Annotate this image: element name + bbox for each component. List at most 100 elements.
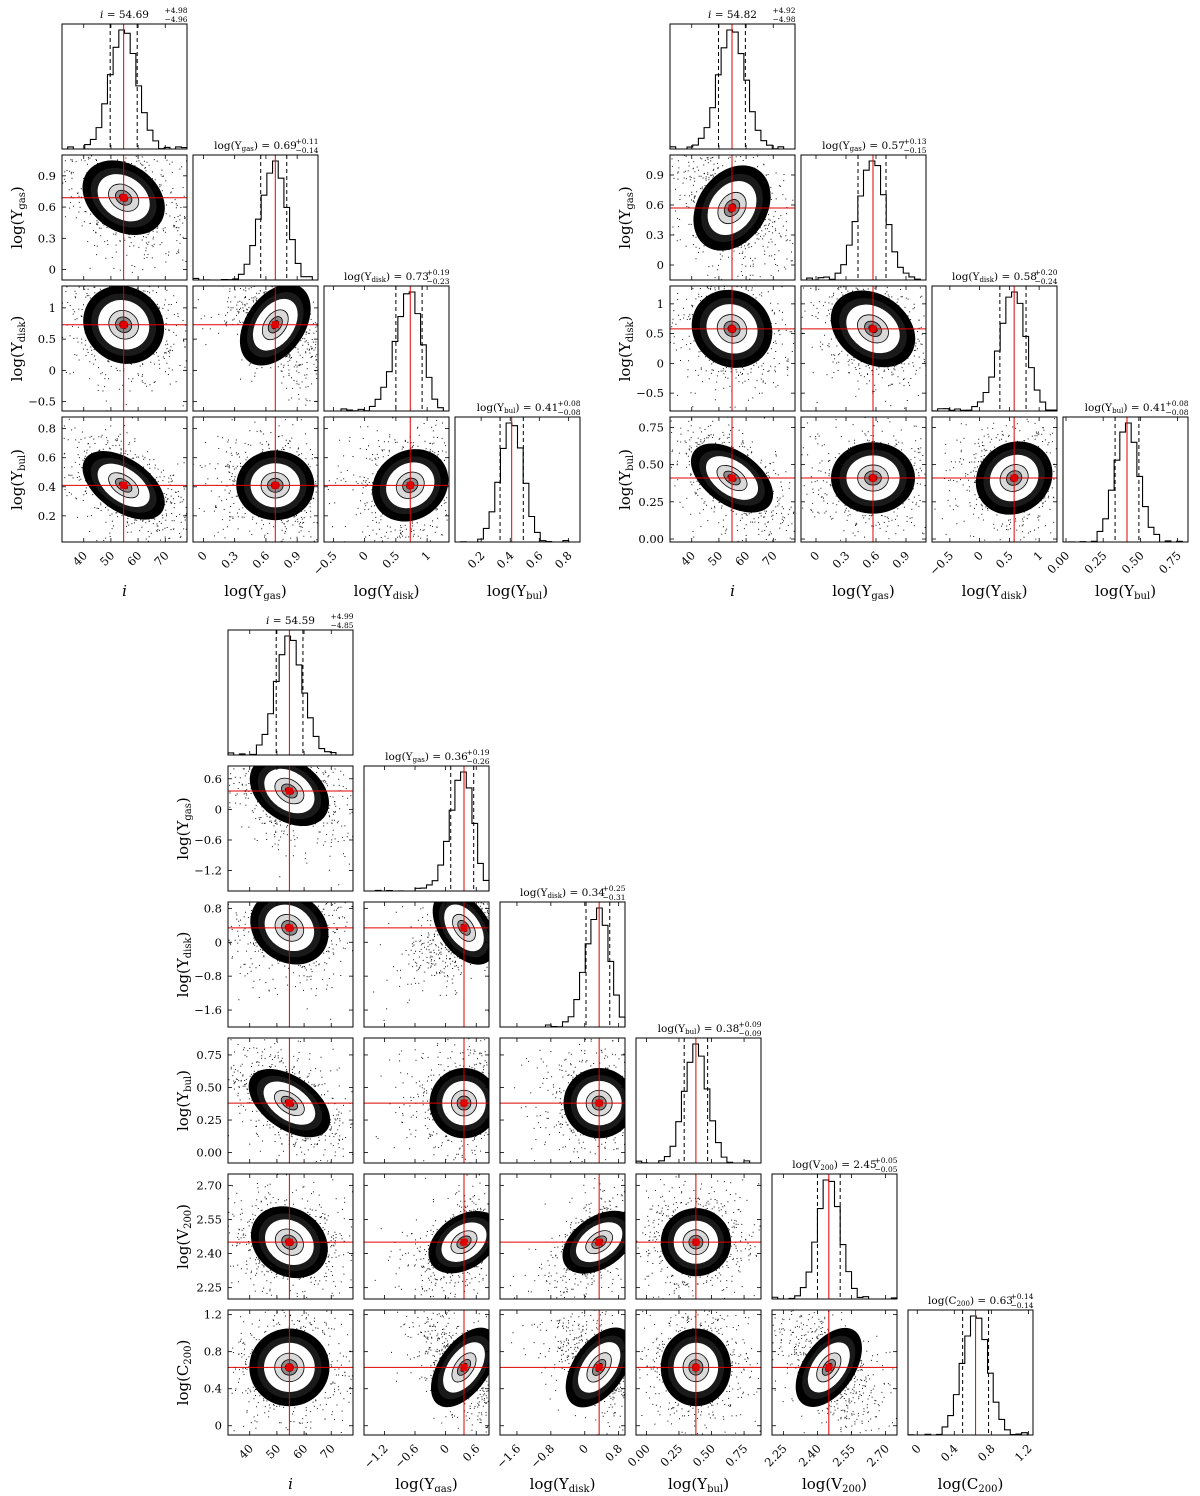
y-axis-label-Ygas: log(Ygas) xyxy=(174,797,194,860)
x-tick-label: 0.4 xyxy=(494,548,517,571)
histogram-panel-Ybul: log(Ybul) = 0.41 +0.08−0.08 0.00 0.25 0.50 0.… xyxy=(1044,399,1188,602)
histogram-title-plus: +0.09 xyxy=(739,1020,762,1029)
y-tick-label: 0.3 xyxy=(646,228,664,242)
histogram-title-plus: +0.19 xyxy=(467,748,490,757)
x-axis-label-Ygas: log(Ygas) xyxy=(224,582,287,602)
x-tick-label: −1.2 xyxy=(361,1441,391,1471)
x-tick-label: 0.5 xyxy=(379,548,402,571)
density-layer xyxy=(670,417,795,542)
histogram-title-plus: +0.08 xyxy=(558,399,581,408)
histogram-step-i xyxy=(62,29,188,150)
panel-frame xyxy=(363,1309,490,1436)
histogram-panel-Ydisk: log(Ydisk) = 0.58+0.20−0.24 xyxy=(931,268,1058,412)
density-layer xyxy=(932,417,1057,542)
x-tick-label: −0.5 xyxy=(310,548,340,578)
y-tick-label: 1.2 xyxy=(204,1308,222,1322)
panel-frame xyxy=(499,1309,626,1436)
y-axis-label-Ydisk: log(Ydisk) xyxy=(616,316,636,382)
x-axis-label-C200: log(C200) xyxy=(938,1475,1004,1492)
x-tick-label: 0.75 xyxy=(722,1441,750,1469)
y-axis-label-Ybul: log(Ybul) xyxy=(174,1070,194,1131)
x-tick-label: 0 xyxy=(195,548,210,563)
panel-frame xyxy=(635,1309,762,1436)
median-marker xyxy=(285,1363,293,1371)
density-layer xyxy=(364,1174,489,1299)
scatter-panel-Ydisk-vs-i: −0.5 0 0.5 1 log(Ydisk) xyxy=(8,285,188,412)
histogram-title-i: i = 54.69 xyxy=(100,9,149,21)
histogram-title-minus: −4.85 xyxy=(331,621,354,630)
x-tick-label: 0.25 xyxy=(1082,548,1110,576)
density-layer xyxy=(62,417,187,542)
panel-frame xyxy=(499,901,626,1028)
scatter-panel-V200-vs-Ydisk xyxy=(499,1173,626,1300)
histogram-title-V200: log(V200) = 2.45 xyxy=(792,1159,876,1172)
x-tick-label: 2.25 xyxy=(762,1441,790,1469)
density-layer xyxy=(364,1310,489,1435)
y-axis-label-C200: log(C200) xyxy=(174,1340,194,1406)
y-tick-label: 0.9 xyxy=(38,169,56,183)
median-marker xyxy=(869,325,877,333)
scatter-points xyxy=(373,902,489,1021)
y-tick-label: 0.4 xyxy=(204,1382,222,1396)
scatter-panel-Ygas-vs-i: 0 0.3 0.6 0.9 log(Ygas) xyxy=(8,154,188,281)
histogram-panel-Ygas: log(Ygas) = 0.69+0.11−0.14 xyxy=(192,137,319,281)
panel-frame xyxy=(800,154,927,281)
histogram-title-minus: −0.14 xyxy=(296,146,319,155)
x-tick-label: 0.6 xyxy=(860,548,883,571)
scatter-panel-Ybul-vs-i: 0.2 0.4 0.6 0.8 log(Ybul) 40 50 60 70 i xyxy=(8,416,188,600)
scatter-panel-Ydisk-vs-Ygas xyxy=(800,285,927,412)
histogram-title-minus: −0.14 xyxy=(1011,1301,1034,1310)
x-tick-label: 2.40 xyxy=(796,1441,824,1469)
histogram-step-Ygas xyxy=(364,771,490,892)
y-tick-label: 0.8 xyxy=(204,1345,222,1359)
x-tick-label: 0.6 xyxy=(523,548,546,571)
median-marker xyxy=(460,1238,468,1246)
panel-frame xyxy=(499,1173,626,1300)
x-tick-label: 70 xyxy=(759,548,779,568)
panel-frame xyxy=(363,765,490,892)
density-layer xyxy=(801,417,926,542)
histogram-step-Ybul xyxy=(455,422,580,543)
x-axis-label-V200: log(V200) xyxy=(802,1475,867,1492)
panel-frame xyxy=(363,1037,490,1164)
x-tick-label: 0.9 xyxy=(890,548,913,571)
x-tick-label: 0.6 xyxy=(460,1441,483,1464)
x-tick-label: 60 xyxy=(290,1441,310,1461)
x-tick-label: 50 xyxy=(263,1441,283,1461)
y-tick-label: 1 xyxy=(49,301,56,315)
x-tick-label: 50 xyxy=(97,548,117,568)
x-tick-label: 60 xyxy=(732,548,752,568)
y-tick-label: 2.40 xyxy=(196,1247,222,1261)
histogram-title-plus: +0.13 xyxy=(904,137,927,146)
histogram-title-plus: +4.98 xyxy=(165,6,188,15)
panel-frame xyxy=(1062,416,1189,543)
x-tick-label: 0 xyxy=(909,1441,924,1456)
panel-frame xyxy=(227,1037,354,1164)
y-tick-label: 0 xyxy=(657,356,664,370)
x-tick-label: 40 xyxy=(70,548,90,568)
panel-frame xyxy=(635,1173,762,1300)
x-tick-label: 0 xyxy=(576,1441,591,1456)
density-layer xyxy=(500,1174,625,1299)
density-layer xyxy=(500,1038,625,1163)
histogram-title-Ydisk: log(Ydisk) = 0.73 xyxy=(344,271,429,284)
median-marker xyxy=(120,481,128,489)
corner-plot-3: i = 54.59 +4.99−4.85−1.2−0.600.6log(Ygas)… xyxy=(174,612,1035,1495)
scatter-panel-C200-vs-Ybul: 0.00 0.25 0.50 0.75 log(Ybul) xyxy=(625,1309,762,1495)
y-axis-label-Ydisk: log(Ydisk) xyxy=(174,932,194,998)
scatter-panel-V200-vs-Ybul xyxy=(635,1173,762,1300)
y-axis-label-V200: log(V200) xyxy=(174,1204,194,1269)
panel-frame xyxy=(800,285,927,412)
x-tick-label: 70 xyxy=(317,1441,337,1461)
median-marker xyxy=(285,924,293,932)
x-tick-label: 0.8 xyxy=(552,548,575,571)
panel-frame xyxy=(669,416,796,543)
y-tick-label: 0.8 xyxy=(204,901,222,915)
panel-frame xyxy=(61,416,188,543)
histogram-title-Ygas: log(Ygas) = 0.36 xyxy=(385,751,468,764)
median-marker xyxy=(460,924,468,932)
histogram-title-Ydisk: log(Ydisk) = 0.34 xyxy=(520,887,605,900)
x-tick-label: 0 xyxy=(971,548,986,563)
median-marker xyxy=(460,1363,468,1371)
